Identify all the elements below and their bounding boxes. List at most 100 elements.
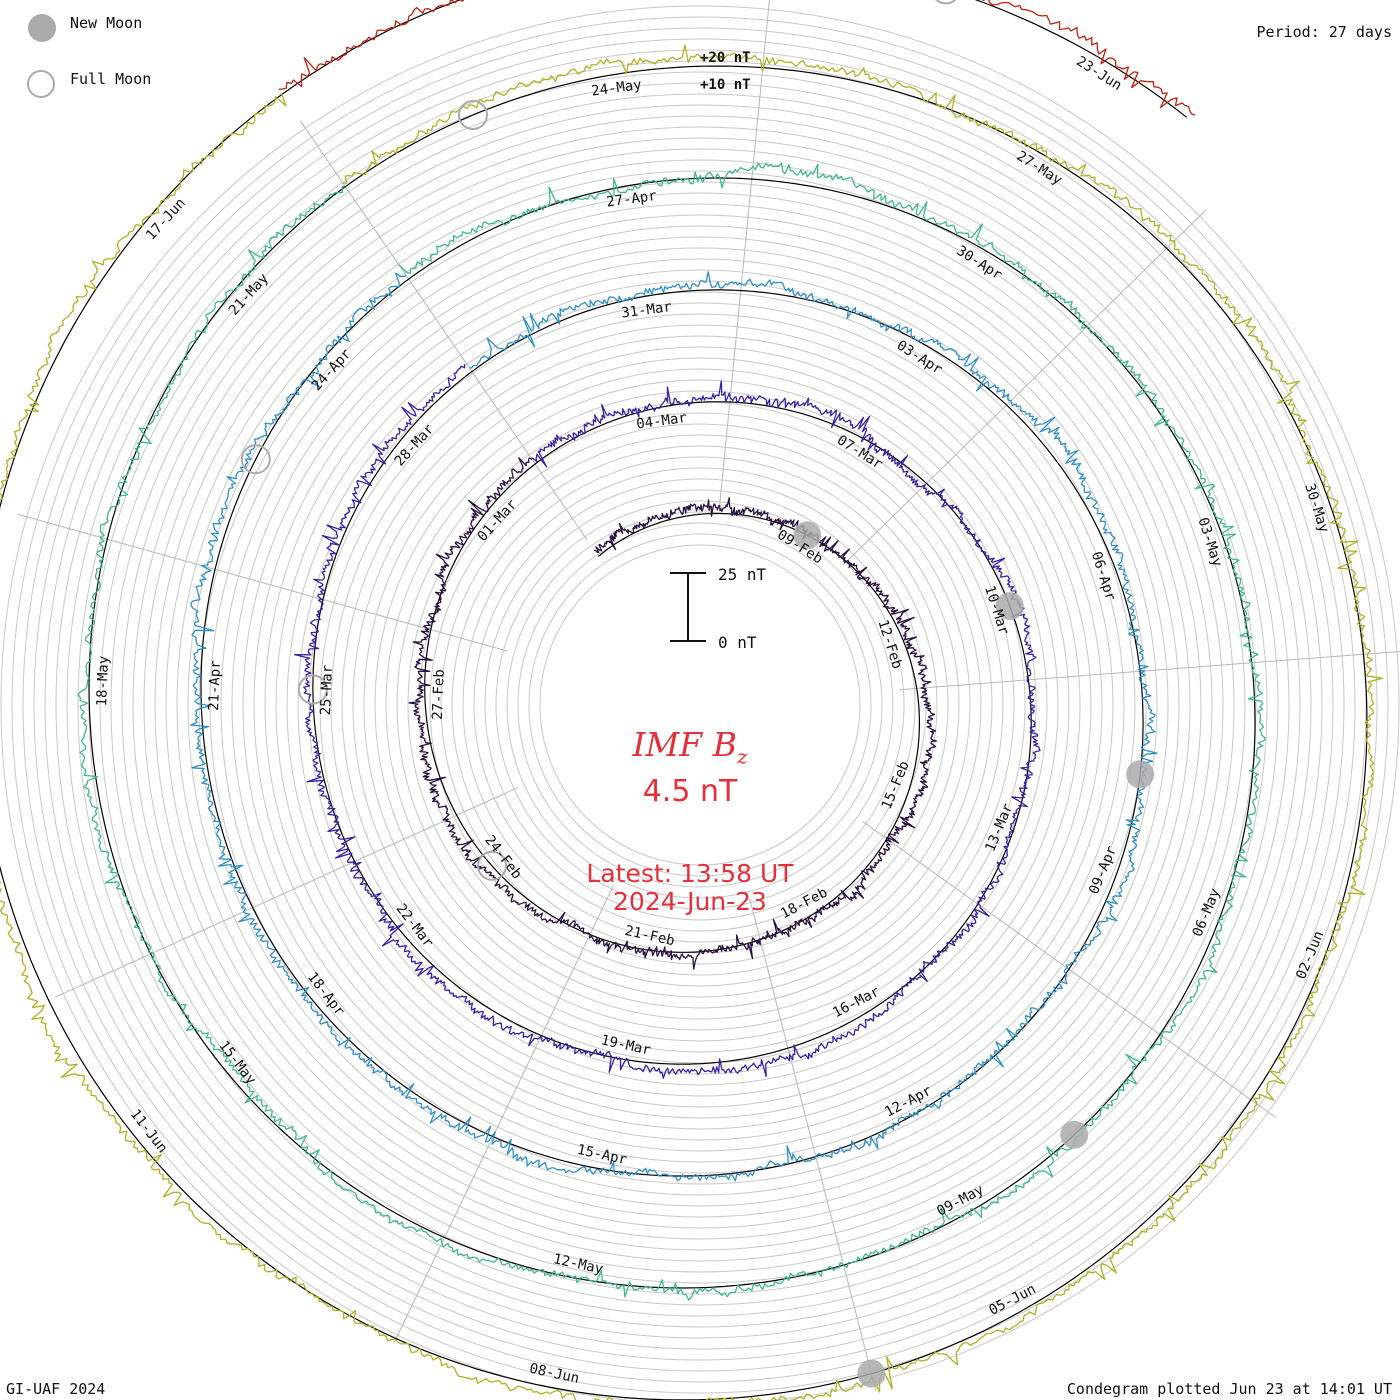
new-moon-marker bbox=[793, 521, 822, 550]
footer-plot-time: Condegram plotted Jun 23 at 14:01 UT bbox=[1066, 1380, 1392, 1398]
bz-trace bbox=[189, 271, 1158, 1182]
date-label: 27-Apr bbox=[605, 188, 657, 211]
latest-timestamp: Latest: 13:58 UT 2024-Jun-23 bbox=[500, 860, 880, 916]
date-label: 27-Feb bbox=[430, 669, 448, 720]
chart-title: IMF Bz bbox=[500, 725, 880, 769]
grid-ring bbox=[143, 148, 1257, 1262]
full-moon-marker bbox=[458, 100, 488, 130]
grid-ring bbox=[11, 16, 1389, 1394]
date-label: 02-Jun bbox=[1293, 929, 1327, 982]
date-label: 15-Apr bbox=[576, 1142, 629, 1168]
period-label: Period: 27 days bbox=[1256, 23, 1392, 41]
baseline-spiral bbox=[0, 0, 1368, 1400]
grid-ring bbox=[495, 500, 905, 910]
grid-ring bbox=[517, 522, 883, 888]
bz-trace bbox=[408, 457, 938, 970]
grid-ring bbox=[374, 379, 1026, 1031]
title-subscript: z bbox=[736, 744, 748, 769]
grid-ring bbox=[132, 137, 1268, 1273]
full-moon-marker bbox=[297, 674, 328, 705]
full-moon-marker bbox=[240, 444, 271, 475]
grid-ring bbox=[451, 456, 949, 954]
moon-markers bbox=[240, 0, 1155, 1388]
grid-ring bbox=[484, 489, 916, 921]
date-label: 24-May bbox=[590, 77, 642, 100]
latest-date: 2024-Jun-23 bbox=[613, 887, 767, 916]
full-moon-marker bbox=[935, 0, 957, 5]
latest-value: 4.5 nT bbox=[642, 774, 738, 809]
scale-bar: 25 nT 0 nT bbox=[670, 565, 767, 652]
ring-tick-labels: +20 nT +10 nT bbox=[700, 50, 751, 93]
grid-ring bbox=[264, 269, 1136, 1141]
grid-ring bbox=[363, 368, 1037, 1042]
date-label: 30-May bbox=[1301, 482, 1332, 535]
bz-trace bbox=[0, 44, 1384, 1400]
date-label: 25-Mar bbox=[318, 665, 336, 716]
grid-ring bbox=[385, 390, 1015, 1020]
new-moon-marker bbox=[1126, 760, 1155, 789]
grid-ring bbox=[99, 104, 1301, 1306]
grid-ring bbox=[121, 126, 1279, 1284]
grid-ring bbox=[286, 291, 1114, 1119]
grid-ring bbox=[539, 544, 861, 866]
radial-spoke bbox=[719, 0, 770, 507]
grid-ring bbox=[341, 346, 1059, 1064]
grid-ring bbox=[77, 82, 1323, 1328]
grid-ring bbox=[66, 71, 1334, 1339]
full-moon-label: Full Moon bbox=[70, 70, 152, 88]
grid-ring bbox=[440, 445, 960, 965]
new-moon-icon bbox=[28, 14, 56, 42]
bz-trace bbox=[293, 364, 1041, 1079]
grid-ring bbox=[33, 38, 1367, 1372]
latest-time: Latest: 13:58 UT bbox=[586, 859, 794, 888]
radial-spoke bbox=[899, 650, 1400, 691]
grid-ring bbox=[330, 335, 1070, 1075]
date-label: 09-Apr bbox=[1086, 844, 1120, 897]
grid-ring bbox=[429, 434, 971, 976]
grid-ring bbox=[231, 236, 1169, 1174]
grid-ring bbox=[418, 423, 982, 987]
grid-ring bbox=[396, 401, 1004, 1009]
grid-ring bbox=[88, 93, 1312, 1317]
grid-ring bbox=[55, 60, 1345, 1350]
date-label: 04-Mar bbox=[635, 410, 687, 433]
grid-ring bbox=[44, 49, 1356, 1361]
date-label: 08-Jun bbox=[528, 1361, 581, 1387]
grid-ring bbox=[187, 192, 1213, 1218]
grid-ring bbox=[198, 203, 1202, 1207]
ring-grid bbox=[0, 5, 1400, 1400]
grid-ring bbox=[506, 511, 894, 899]
date-label: 21-Apr bbox=[206, 660, 224, 711]
grid-ring bbox=[176, 181, 1224, 1229]
date-label: 24-Apr bbox=[309, 346, 355, 394]
new-moon-marker bbox=[857, 1359, 886, 1388]
date-label: 01-Mar bbox=[474, 497, 520, 545]
date-label: 23-Jun bbox=[1073, 53, 1124, 94]
new-moon-marker bbox=[1060, 1120, 1089, 1149]
date-label: 16-Mar bbox=[830, 984, 882, 1022]
footer-credit: GI-UAF 2024 bbox=[6, 1380, 106, 1398]
date-label: 21-Feb bbox=[623, 923, 676, 949]
date-label: 18-Apr bbox=[304, 969, 348, 1019]
radial-spoke bbox=[393, 885, 614, 1344]
grid-ring bbox=[308, 313, 1092, 1097]
grid-ring bbox=[352, 357, 1048, 1053]
grid-ring bbox=[407, 412, 993, 998]
date-label: 11-Jun bbox=[127, 1106, 171, 1156]
bz-trace bbox=[77, 162, 1266, 1301]
title-text: IMF B bbox=[632, 725, 737, 764]
ring-tick-label: +10 nT bbox=[700, 77, 751, 93]
ring-tick-label: +20 nT bbox=[700, 50, 751, 66]
grid-ring bbox=[220, 225, 1180, 1185]
date-label: 15-Feb bbox=[879, 759, 913, 812]
scale-bar-bottom-label: 0 nT bbox=[718, 633, 757, 652]
bz-trace bbox=[278, 0, 1196, 116]
date-label: 27-May bbox=[1013, 148, 1064, 189]
grid-ring bbox=[297, 302, 1103, 1108]
grid-ring bbox=[319, 324, 1081, 1086]
grid-ring bbox=[462, 467, 938, 943]
grid-ring bbox=[0, 5, 1400, 1400]
grid-ring bbox=[209, 214, 1191, 1196]
grid-ring bbox=[165, 170, 1235, 1240]
